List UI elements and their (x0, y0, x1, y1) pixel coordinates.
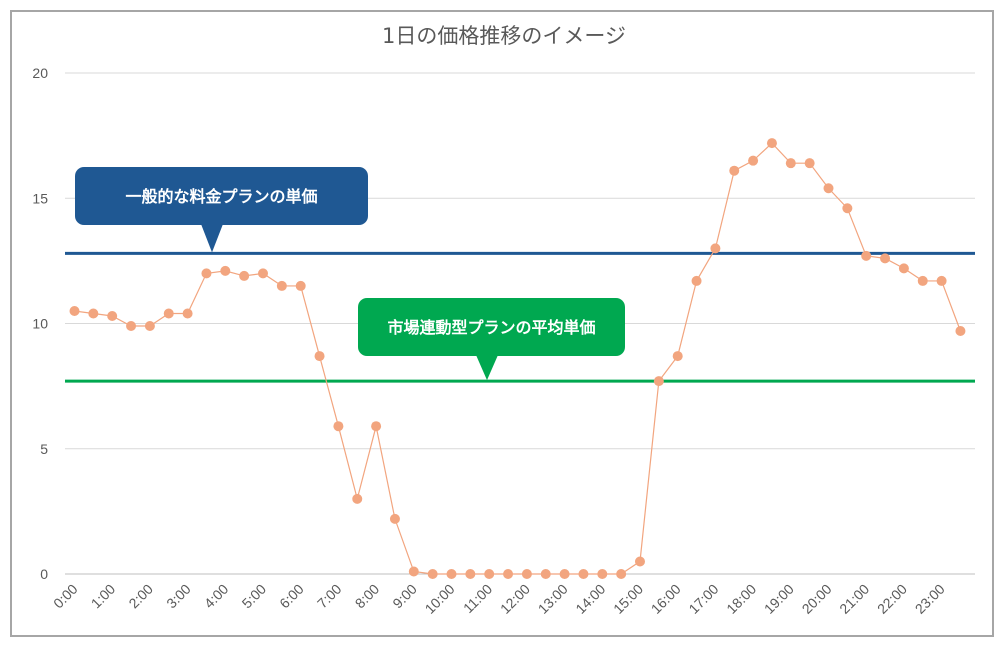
reference-lines (65, 251, 975, 383)
data-point (276, 280, 287, 291)
data-point (521, 569, 532, 579)
data-point (239, 270, 250, 281)
x-tick-label: 7:00 (314, 581, 345, 612)
data-point (371, 421, 382, 432)
data-point (333, 421, 344, 432)
data-point (691, 275, 702, 286)
data-point (107, 310, 118, 321)
x-tick-label: 9:00 (389, 581, 420, 612)
x-tick-label: 19:00 (761, 581, 797, 617)
market-plan-callout: 市場連動型プランの平均単価 (358, 298, 625, 381)
data-point (465, 569, 476, 579)
data-point (163, 308, 174, 319)
x-tick-label: 16:00 (648, 581, 684, 617)
x-tick-label: 18:00 (723, 581, 759, 617)
x-tick-label: 17:00 (685, 581, 721, 617)
callout-label: 市場連動型プランの平均単価 (387, 318, 595, 337)
data-point (540, 569, 551, 579)
data-point (917, 275, 928, 286)
data-point (710, 243, 721, 254)
data-point (880, 253, 891, 264)
data-point (408, 566, 419, 577)
data-point (220, 265, 231, 276)
x-tick-label: 5:00 (239, 581, 270, 612)
data-point (389, 513, 400, 524)
x-tick-label: 23:00 (912, 581, 948, 617)
x-tick-label: 21:00 (836, 581, 872, 617)
data-point (861, 250, 872, 261)
data-point (503, 569, 514, 579)
data-point (295, 280, 306, 291)
data-point (823, 183, 834, 194)
data-point (559, 569, 570, 579)
data-point (201, 268, 212, 279)
x-tick-label: 22:00 (874, 581, 910, 617)
y-tick-label: 0 (40, 566, 48, 582)
x-tick-label: 1:00 (88, 581, 119, 612)
x-tick-label: 6:00 (276, 581, 307, 612)
y-tick-label: 5 (40, 441, 48, 457)
data-point (842, 203, 853, 214)
data-point (597, 569, 608, 579)
chart-title: 1日の価格推移のイメージ (382, 24, 626, 48)
data-point (672, 351, 683, 362)
y-tick-label: 20 (32, 65, 48, 81)
data-point (182, 308, 193, 319)
data-point (748, 155, 759, 166)
callout-pointer (201, 224, 223, 253)
y-axis: 0 5 10 15 20 (32, 65, 48, 582)
data-point (88, 308, 99, 319)
data-point (616, 569, 627, 579)
x-axis: 0:00 1:00 2:00 3:00 4:00 5:00 6:00 7:00 8:00 9:00… (50, 581, 948, 617)
x-tick-label: 13:00 (535, 581, 571, 617)
data-point (653, 376, 664, 387)
y-tick-label: 15 (32, 190, 48, 206)
x-tick-label: 15:00 (610, 581, 646, 617)
x-tick-label: 11:00 (460, 581, 496, 617)
data-point (898, 263, 909, 274)
data-point (578, 569, 589, 579)
callout-label: 一般的な料金プランの単価 (125, 187, 317, 206)
y-tick-label: 10 (32, 316, 48, 332)
x-tick-label: 10:00 (422, 581, 458, 617)
data-point (955, 326, 966, 337)
data-point (785, 158, 796, 169)
data-point (352, 493, 363, 504)
x-tick-label: 0:00 (50, 581, 81, 612)
x-tick-label: 8:00 (352, 581, 383, 612)
data-point (446, 569, 457, 579)
callout-box (358, 298, 625, 356)
data-point (766, 138, 777, 149)
price-series (69, 138, 966, 579)
data-point (314, 351, 325, 362)
x-tick-label: 2:00 (125, 581, 156, 612)
standard-plan-callout: 一般的な料金プランの単価 (75, 167, 368, 253)
data-point (804, 158, 815, 169)
data-point (936, 275, 947, 286)
x-tick-label: 20:00 (799, 581, 835, 617)
x-tick-label: 12:00 (497, 581, 533, 617)
data-point (729, 165, 740, 176)
x-tick-label: 14:00 (572, 581, 608, 617)
data-point (144, 321, 155, 332)
data-point (69, 305, 80, 316)
data-point (635, 556, 645, 567)
x-tick-label: 3:00 (163, 581, 194, 612)
data-point (258, 268, 268, 279)
callout-pointer (476, 355, 498, 381)
callout-box (75, 167, 368, 225)
data-point (484, 569, 495, 579)
data-point (427, 569, 438, 579)
data-point (126, 321, 137, 332)
x-tick-label: 4:00 (201, 581, 232, 612)
